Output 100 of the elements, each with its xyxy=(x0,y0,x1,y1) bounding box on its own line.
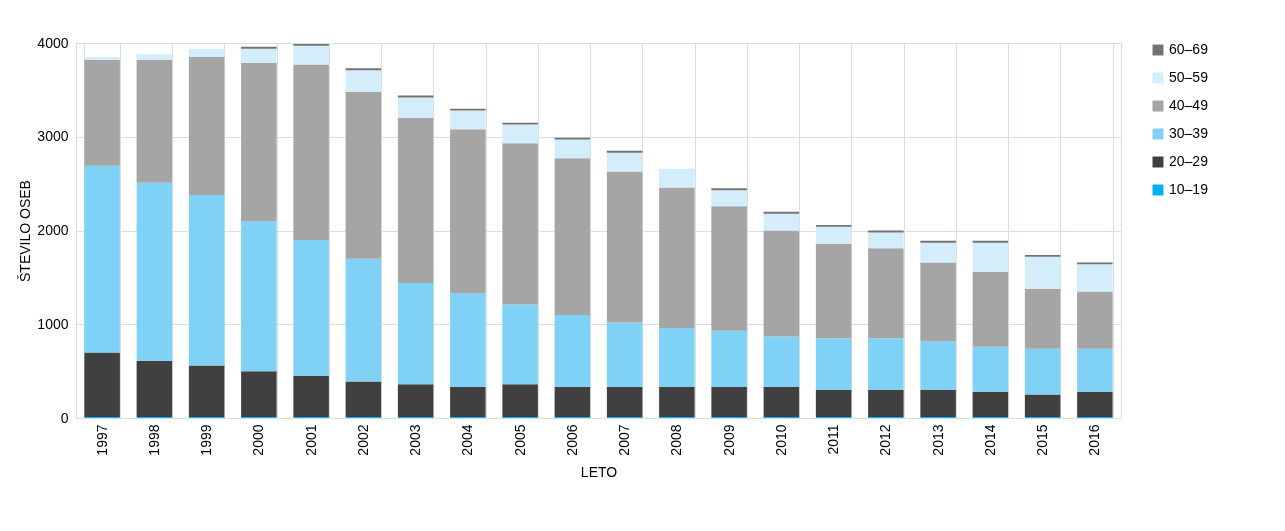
y-axis-title: ŠTEVILO OSEB xyxy=(17,180,34,282)
bar xyxy=(606,322,643,388)
bar xyxy=(502,143,538,305)
legend-label: 50–59 xyxy=(1169,69,1209,85)
bar xyxy=(1024,288,1061,349)
x-tick-label: 2002 xyxy=(354,424,371,456)
bar xyxy=(293,375,329,418)
bar xyxy=(920,262,956,342)
bar xyxy=(763,387,800,418)
bar xyxy=(554,139,591,159)
bar xyxy=(345,91,382,259)
bar xyxy=(397,384,434,418)
x-tick-label: 2000 xyxy=(250,424,267,456)
x-tick-label: 1998 xyxy=(145,424,162,456)
bar xyxy=(868,389,904,418)
bar xyxy=(1024,394,1061,418)
x-tick-label: 2015 xyxy=(1034,424,1051,456)
bar xyxy=(84,352,120,418)
bar xyxy=(84,57,120,60)
bar xyxy=(397,283,434,385)
bar xyxy=(868,338,904,390)
x-tick-label: 1999 xyxy=(198,424,215,456)
legend-label: 10–19 xyxy=(1169,181,1209,197)
bar xyxy=(1024,256,1061,289)
bar xyxy=(554,387,591,418)
bar xyxy=(345,381,382,418)
x-tick-label: 2009 xyxy=(720,424,737,456)
bar xyxy=(502,304,538,385)
bar xyxy=(659,328,695,388)
bar xyxy=(711,387,747,418)
x-tick-label: 2016 xyxy=(1086,424,1103,456)
bar xyxy=(815,338,852,390)
x-tick-label: 2004 xyxy=(459,424,476,456)
x-tick-label: 2005 xyxy=(511,424,528,456)
bar xyxy=(972,271,1009,347)
x-tick-label: 2014 xyxy=(981,424,998,456)
bar xyxy=(1077,348,1113,392)
bar xyxy=(606,152,643,172)
bar xyxy=(502,124,538,144)
bar xyxy=(345,258,382,382)
bar xyxy=(659,187,695,328)
y-tick-label: 2000 xyxy=(37,222,69,238)
bar xyxy=(868,248,904,339)
bar xyxy=(659,168,695,188)
bar xyxy=(763,230,800,337)
bar xyxy=(711,206,747,331)
bar xyxy=(1077,391,1113,418)
bar xyxy=(1024,348,1061,395)
bar xyxy=(450,387,486,418)
x-tick-label: 2010 xyxy=(772,424,789,456)
bar xyxy=(136,182,173,361)
bar xyxy=(920,341,956,390)
bar xyxy=(1077,264,1113,292)
x-tick-label: 2003 xyxy=(407,424,424,456)
bar xyxy=(763,336,800,388)
bar xyxy=(188,194,225,366)
legend-label: 30–39 xyxy=(1169,125,1209,141)
bar xyxy=(136,360,173,418)
bar xyxy=(84,165,120,353)
legend-label: 20–29 xyxy=(1169,153,1209,169)
y-tick-label: 0 xyxy=(60,409,69,426)
bar xyxy=(188,48,225,58)
bar xyxy=(502,384,538,418)
legend-label: 60–69 xyxy=(1169,41,1209,57)
bar xyxy=(554,314,591,388)
x-axis-title: LETO xyxy=(580,463,618,480)
y-tick-label: 4000 xyxy=(37,34,69,51)
bar xyxy=(450,293,486,388)
bar xyxy=(397,97,434,118)
bar xyxy=(763,213,800,231)
bar xyxy=(972,242,1009,272)
bar xyxy=(815,226,852,244)
bar xyxy=(345,70,382,92)
bar xyxy=(450,129,486,294)
x-tick-label: 2007 xyxy=(616,424,633,456)
bar xyxy=(815,389,852,418)
bar xyxy=(241,48,277,63)
x-tick-label: 2012 xyxy=(877,424,894,456)
bar xyxy=(815,243,852,339)
bar xyxy=(293,239,329,376)
bar xyxy=(397,118,434,283)
bar xyxy=(606,387,643,418)
x-tick-label: 2013 xyxy=(929,424,946,456)
bar xyxy=(188,365,225,418)
bar xyxy=(606,171,643,323)
bar xyxy=(450,110,486,130)
bar xyxy=(241,221,277,372)
bar xyxy=(711,330,747,388)
bar xyxy=(241,62,277,222)
x-tick-label: 2006 xyxy=(563,424,580,456)
bar xyxy=(1077,291,1113,349)
bar xyxy=(711,190,747,207)
bar xyxy=(920,242,956,263)
bar xyxy=(293,45,329,65)
bar xyxy=(868,232,904,249)
bar xyxy=(659,387,695,418)
bar xyxy=(972,391,1009,418)
bar xyxy=(136,59,173,183)
bar xyxy=(241,371,277,418)
bar xyxy=(972,346,1009,392)
